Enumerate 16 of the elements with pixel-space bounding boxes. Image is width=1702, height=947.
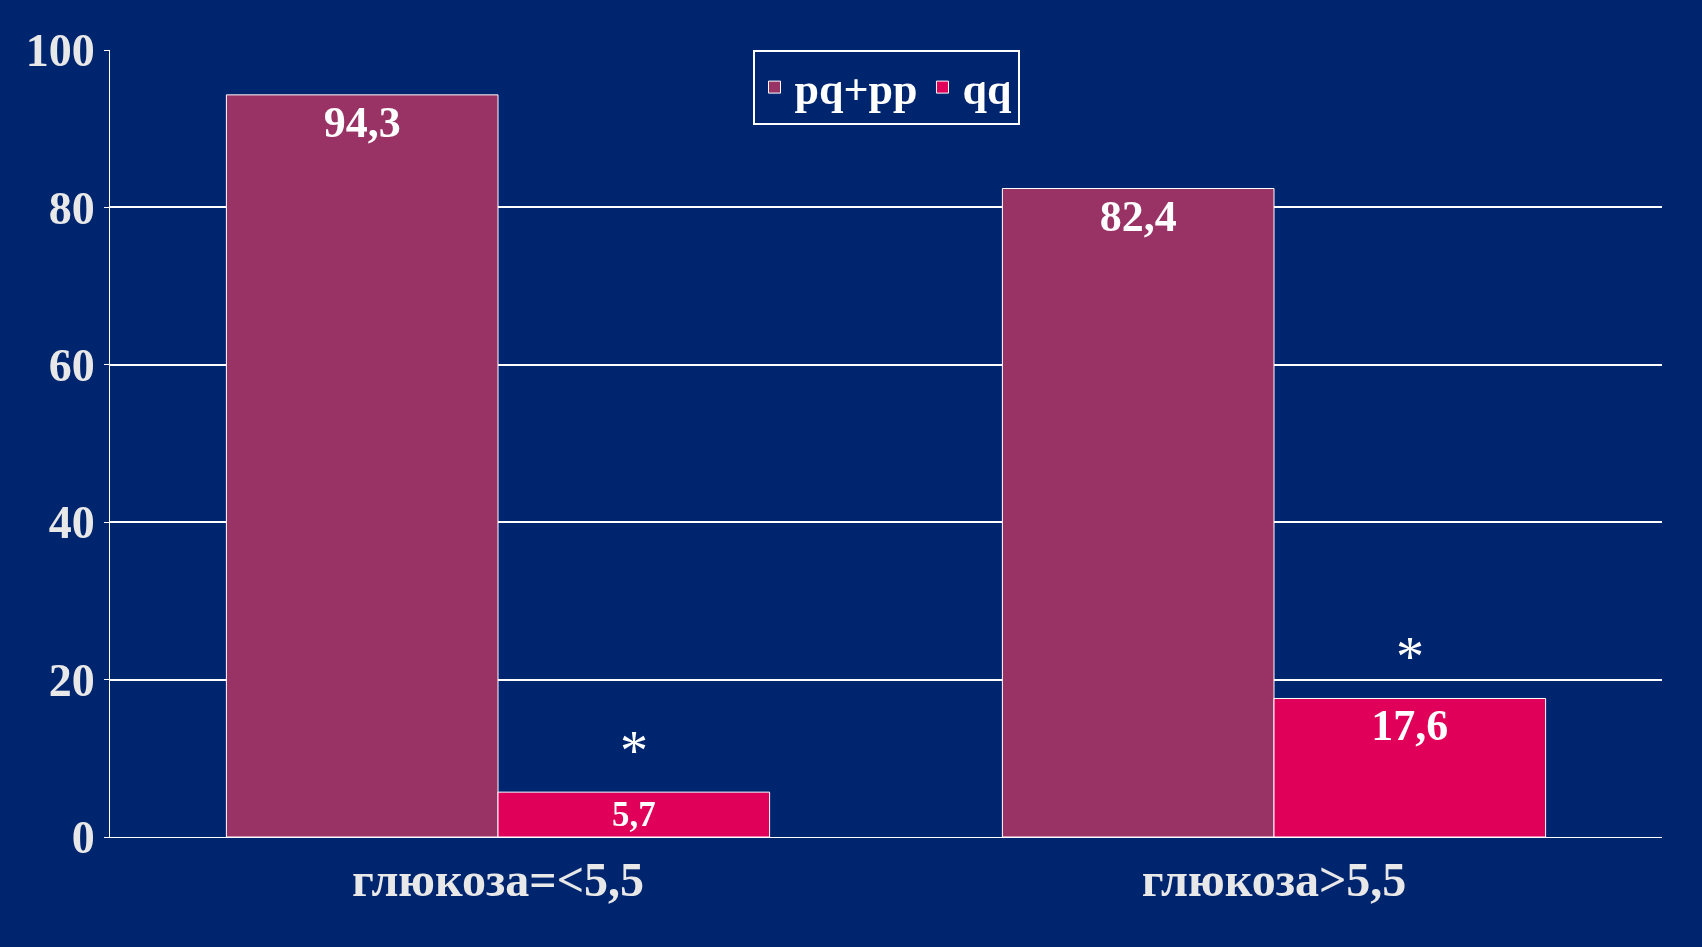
y-tick-label: 60 [48,339,95,391]
text: 17,6 [1371,701,1449,751]
text: 82,4 [1099,191,1177,241]
y-tick-label: 80 [48,182,95,234]
annotation: * [620,720,648,782]
x-tick-label: глюкоза>5,5 [1141,852,1407,906]
legend-label: pq+pp [794,65,918,115]
y-tick-label: 100 [25,25,95,77]
y-tick-label: 40 [48,497,95,549]
y-tick-label: 0 [71,812,95,864]
annotation: * [1396,626,1424,688]
legend-label: qq [962,65,1012,115]
text: 5,7 [612,795,656,835]
x-tick-label: глюкоза=<5,5 [352,852,644,906]
text: 94,3 [323,97,401,147]
y-tick-label: 20 [48,654,95,706]
